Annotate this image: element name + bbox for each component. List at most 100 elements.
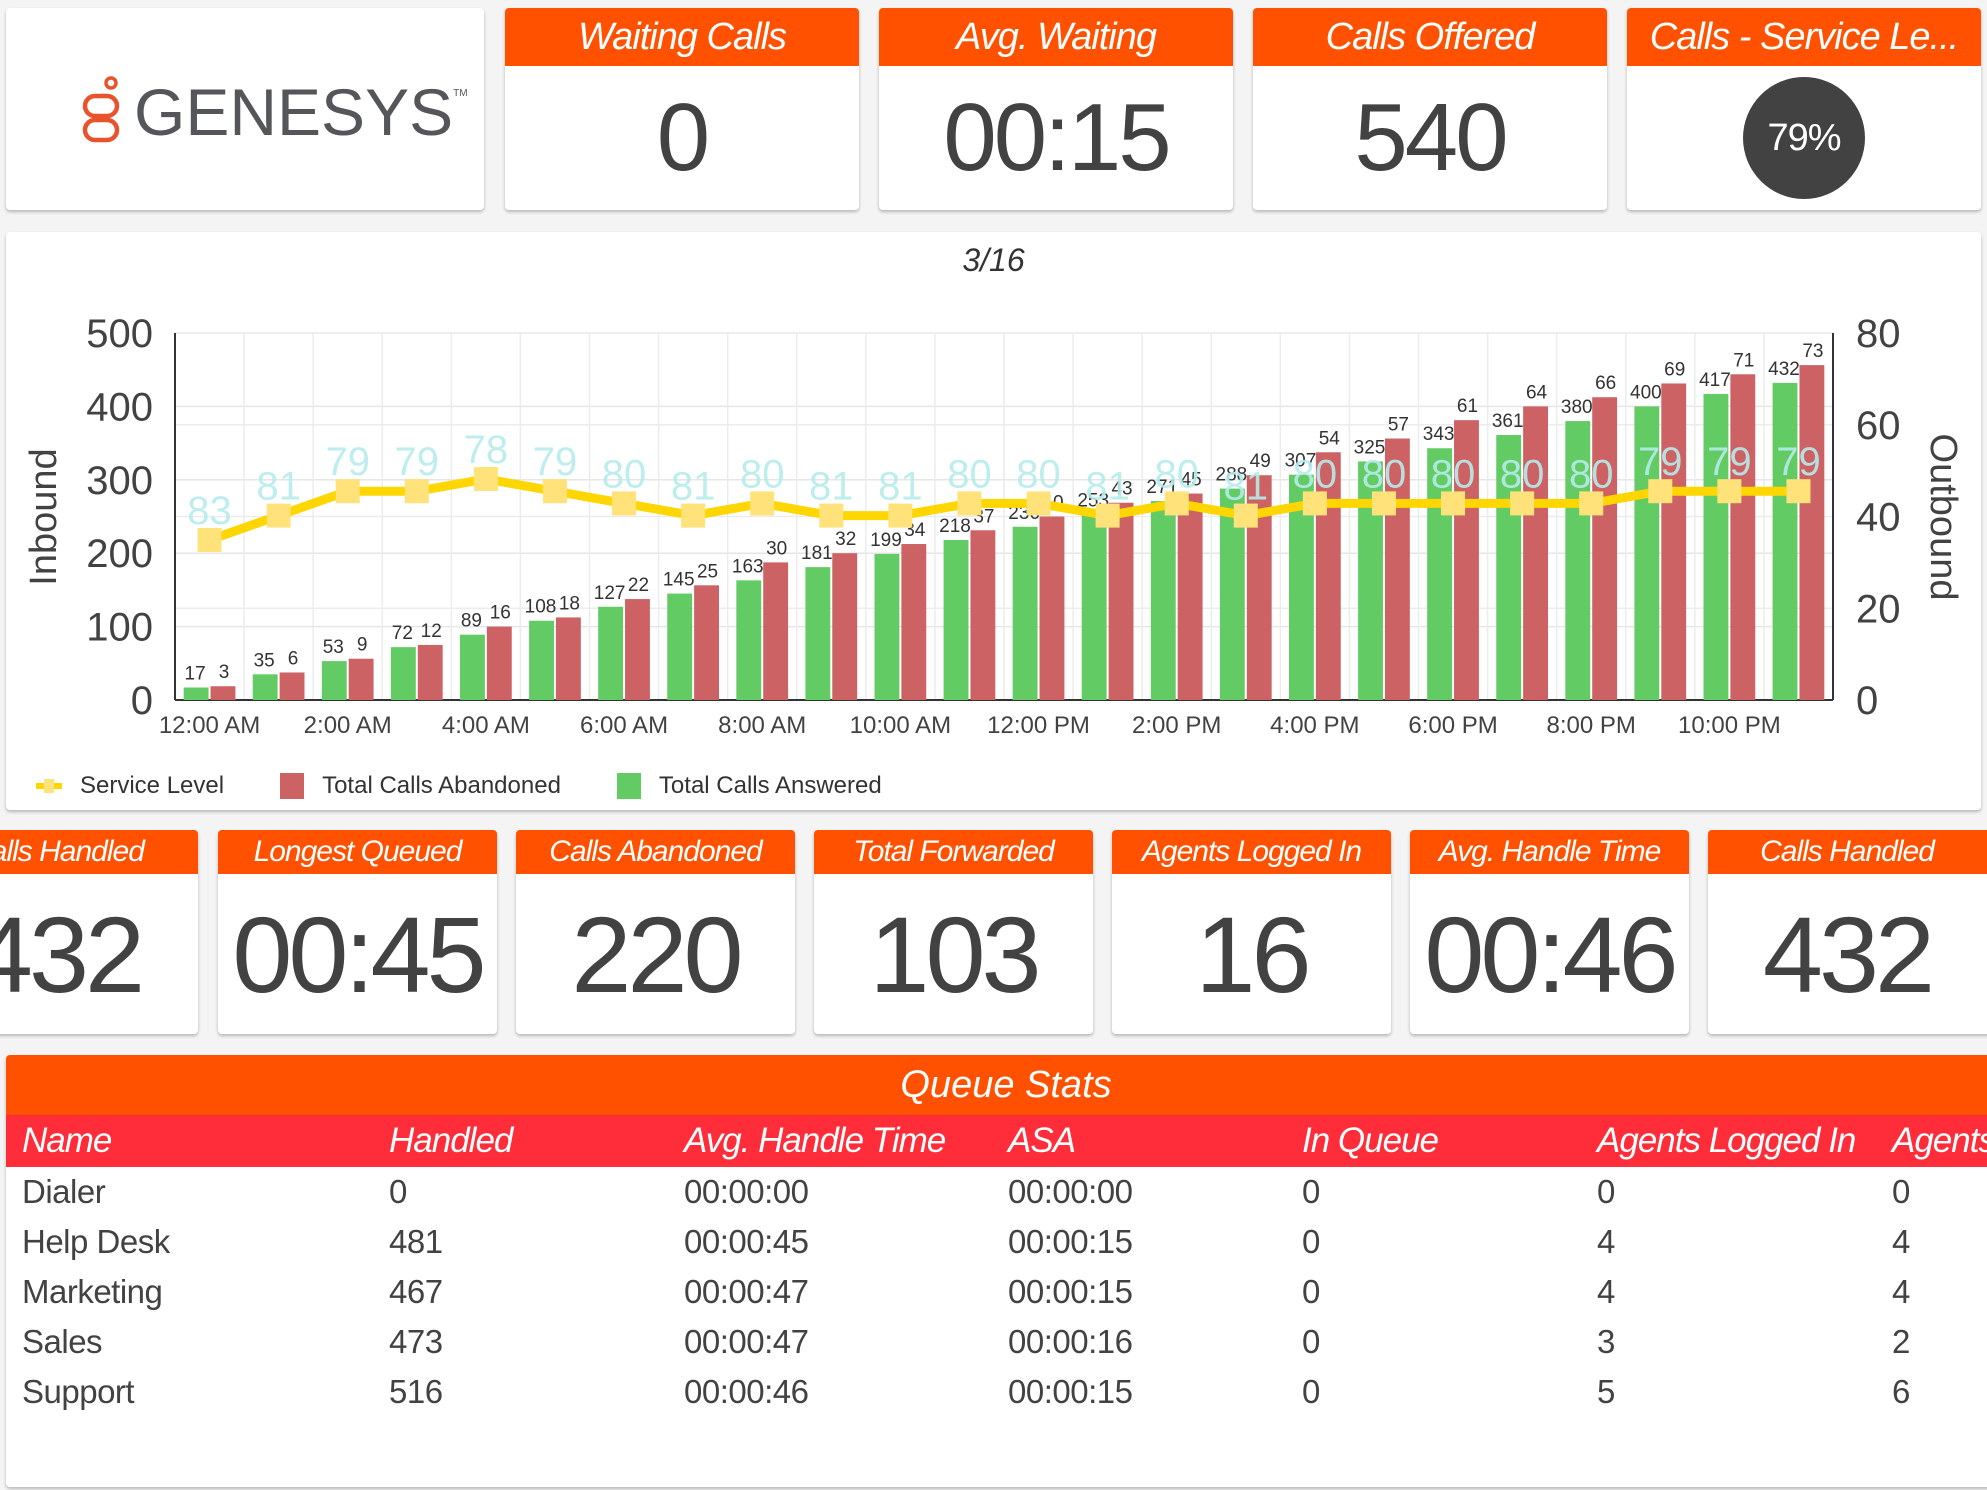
queue-stats-card: Queue Stats Name Handled Avg. Handle Tim… xyxy=(6,1055,1987,1487)
table-row[interactable]: Sales 473 00:00:47 00:00:16 0 3 2 xyxy=(6,1317,1987,1367)
column-header-agents[interactable]: Agents xyxy=(1876,1115,1987,1167)
cell-agents: 4 xyxy=(1892,1223,1910,1260)
service-level-label: 79 xyxy=(1638,440,1683,484)
service-level-label: 83 xyxy=(187,489,232,533)
bar-abandoned xyxy=(1454,420,1479,700)
chart-title: 3/16 xyxy=(962,242,1025,278)
x-tick-label: 12:00 PM xyxy=(987,712,1090,739)
calls-chart: 0 100 200 300 400 500 0 20 40 60 80 Inbound Outbound… xyxy=(23,312,1964,739)
kpi-value: 220 xyxy=(571,893,743,1015)
kpi-value: 103 xyxy=(869,893,1041,1015)
cell-avg-handle-time: 00:00:47 xyxy=(684,1273,809,1310)
kpi-title: Calls Handled xyxy=(0,830,198,874)
kpi-calls-handled: Calls Handled 432 xyxy=(1708,830,1987,1034)
column-header-asa[interactable]: ASA xyxy=(992,1115,1286,1167)
bar-value-label: 30 xyxy=(766,538,787,559)
bar-value-label: 199 xyxy=(870,530,902,551)
table-header-row: Name Handled Avg. Handle Time ASA In Que… xyxy=(6,1115,1987,1167)
legend-item-service-level[interactable]: Service Level xyxy=(36,772,224,800)
bar-value-label: 343 xyxy=(1423,424,1455,445)
y-tick-label: 500 xyxy=(86,312,153,356)
column-header-handled[interactable]: Handled xyxy=(373,1115,668,1167)
y2-tick-label: 60 xyxy=(1856,404,1901,448)
cell-agents-logged-in: 4 xyxy=(1597,1273,1615,1310)
bar-value-label: 45 xyxy=(1181,470,1202,491)
bar-abandoned xyxy=(417,644,443,700)
bar-abandoned xyxy=(486,626,512,700)
cell-agents: 2 xyxy=(1892,1323,1910,1360)
service-level-label: 80 xyxy=(1016,452,1061,496)
service-level-marker xyxy=(819,503,844,528)
y-tick-label: 200 xyxy=(86,532,153,576)
service-level-badge: 79% xyxy=(1743,77,1865,199)
kpi-avg-waiting: Avg. Waiting 00:15 xyxy=(879,8,1233,210)
bar-value-label: 432 xyxy=(1768,359,1800,380)
service-level-label: 80 xyxy=(1569,452,1614,496)
kpi-title: Total Forwarded xyxy=(814,830,1093,874)
bar-value-label: 64 xyxy=(1526,382,1548,403)
kpi-value: 00:45 xyxy=(232,893,486,1015)
kpi-title: Avg. Waiting xyxy=(879,8,1233,66)
cell-asa: 00:00:15 xyxy=(1008,1373,1133,1410)
kpi-avg-handle-time: Avg. Handle Time 00:46 xyxy=(1410,830,1689,1034)
bar-value-label: 400 xyxy=(1630,382,1662,403)
bar-answered xyxy=(943,539,969,700)
cell-agents: 6 xyxy=(1892,1373,1910,1410)
chart-legend: Service Level Total Calls Abandoned Tota… xyxy=(36,772,938,800)
bar-value-label: 6 xyxy=(288,648,299,669)
table-row[interactable]: Support 516 00:00:46 00:00:15 0 5 6 xyxy=(6,1367,1987,1417)
bar-answered xyxy=(1496,435,1522,700)
x-tick-label: 4:00 PM xyxy=(1270,712,1359,739)
bar-answered xyxy=(1150,501,1176,700)
column-header-agents-logged-in[interactable]: Agents Logged In xyxy=(1581,1115,1876,1167)
bar-value-label: 73 xyxy=(1802,341,1823,362)
bar-value-label: 66 xyxy=(1595,373,1616,394)
x-tick-label: 10:00 AM xyxy=(850,712,951,739)
bar-abandoned xyxy=(901,544,927,700)
cell-asa: 00:00:00 xyxy=(1008,1173,1133,1210)
bar-value-label: 17 xyxy=(185,664,206,685)
kpi-value: 432 xyxy=(1762,893,1935,1015)
column-header-name[interactable]: Name xyxy=(6,1115,373,1167)
kpi-value: 0 xyxy=(656,84,710,191)
bar-value-label: 61 xyxy=(1457,396,1478,417)
bar-abandoned xyxy=(1799,365,1825,700)
bar-value-label: 49 xyxy=(1250,451,1271,472)
service-level-marker xyxy=(542,479,567,504)
table-row[interactable]: Marketing 467 00:00:47 00:00:15 0 4 4 xyxy=(6,1267,1987,1317)
bar-answered xyxy=(321,661,347,700)
bar-abandoned xyxy=(1177,493,1203,700)
service-level-label: 80 xyxy=(947,452,992,496)
cell-agents-logged-in: 5 xyxy=(1597,1373,1615,1410)
y2-tick-label: 80 xyxy=(1856,312,1901,356)
table-row[interactable]: Help Desk 481 00:00:45 00:00:15 0 4 4 xyxy=(6,1217,1987,1267)
table-row[interactable]: Dialer 0 00:00:00 00:00:00 0 0 0 xyxy=(6,1167,1987,1217)
bar-value-label: 35 xyxy=(254,650,275,671)
bar-abandoned xyxy=(1661,383,1687,700)
column-header-avg-handle-time[interactable]: Avg. Handle Time xyxy=(668,1115,992,1167)
bar-answered xyxy=(667,593,693,700)
kpi-calls-abandoned: Calls Abandoned 220 xyxy=(516,830,795,1034)
bar-value-label: 218 xyxy=(939,516,971,537)
service-level-label: 78 xyxy=(464,428,509,472)
legend-item-abandoned[interactable]: Total Calls Abandoned xyxy=(280,772,561,800)
column-header-in-queue[interactable]: In Queue xyxy=(1286,1115,1581,1167)
service-level-label: 80 xyxy=(1362,452,1407,496)
cell-handled: 467 xyxy=(389,1273,443,1310)
service-level-label: 80 xyxy=(1293,452,1338,496)
service-level-label: 81 xyxy=(1224,465,1269,509)
bar-value-label: 163 xyxy=(732,556,764,577)
legend-item-answered[interactable]: Total Calls Answered xyxy=(616,772,882,800)
bar-answered xyxy=(1012,526,1038,700)
service-level-label: 79 xyxy=(533,440,578,484)
bar-answered xyxy=(1634,406,1660,700)
queue-stats-title: Queue Stats xyxy=(6,1055,1987,1115)
y2-tick-label: 40 xyxy=(1856,496,1901,540)
kpi-service-level: Calls - Service Le... 79% xyxy=(1627,8,1981,210)
kpi-title: Waiting Calls xyxy=(505,8,859,66)
kpi-value: 16 xyxy=(1195,893,1311,1015)
calls-chart-card: 3/16 0 100 200 300 400 500 0 20 40 60 80 Inbound Out… xyxy=(6,232,1981,810)
y-tick-label: 400 xyxy=(86,385,153,429)
kpi-title: Calls Offered xyxy=(1253,8,1607,66)
bar-value-label: 307 xyxy=(1285,451,1317,472)
